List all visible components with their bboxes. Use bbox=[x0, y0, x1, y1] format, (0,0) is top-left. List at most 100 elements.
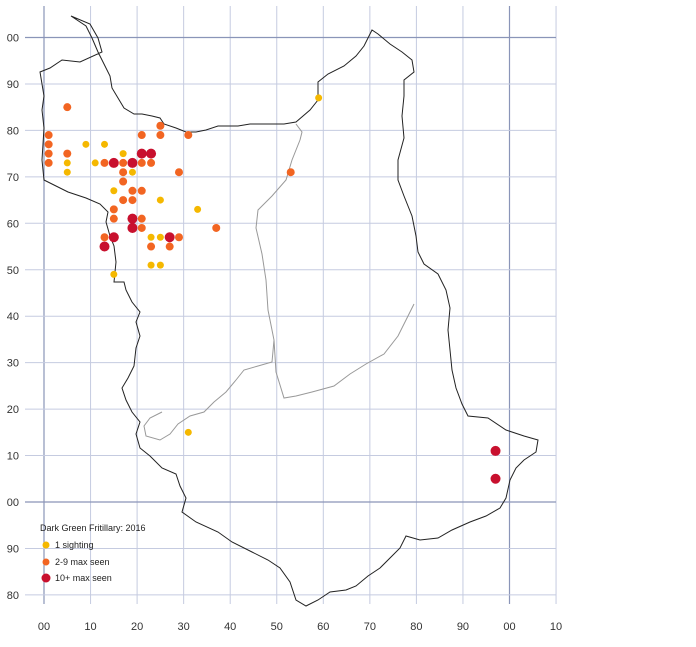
sighting-dot bbox=[212, 223, 221, 232]
y-tick-label: 80 bbox=[7, 125, 19, 137]
sighting-dot bbox=[147, 242, 156, 251]
county-outline bbox=[39, 15, 539, 607]
sighting-dot bbox=[44, 140, 53, 149]
legend-marker-10plus-max-seen bbox=[41, 573, 51, 583]
sighting-dot bbox=[109, 205, 118, 214]
sighting-dot bbox=[156, 196, 164, 204]
legend-label-2-9-max-seen: 2-9 max seen bbox=[55, 557, 110, 567]
sighting-dot bbox=[44, 149, 53, 158]
sighting-dot bbox=[82, 140, 90, 148]
y-tick-label: 20 bbox=[7, 404, 19, 416]
x-tick-label: 60 bbox=[317, 621, 329, 633]
sighting-dot bbox=[174, 233, 183, 242]
sighting-dot bbox=[100, 158, 109, 167]
y-tick-label: 10 bbox=[7, 451, 19, 463]
sighting-dot bbox=[128, 186, 137, 195]
y-tick-label: 60 bbox=[7, 218, 19, 230]
sighting-dot bbox=[286, 168, 295, 177]
sighting-dot bbox=[137, 186, 146, 195]
legend-label-10plus-max-seen: 10+ max seen bbox=[55, 573, 112, 583]
sighting-dot bbox=[490, 445, 501, 456]
y-tick-label: 70 bbox=[7, 172, 19, 184]
y-tick-label: 90 bbox=[7, 543, 19, 555]
sighting-dot bbox=[490, 473, 501, 484]
y-tick-label: 50 bbox=[7, 265, 19, 277]
sighting-dot bbox=[137, 131, 146, 140]
district-boundary-east bbox=[273, 303, 415, 399]
district-boundary bbox=[143, 139, 301, 441]
sighting-dot bbox=[110, 270, 118, 278]
sighting-dot bbox=[63, 103, 72, 112]
sighting-dot bbox=[44, 158, 53, 167]
sighting-dot bbox=[63, 159, 71, 167]
x-tick-label: 90 bbox=[457, 621, 469, 633]
sighting-dot bbox=[147, 261, 155, 269]
y-tick-label: 90 bbox=[7, 79, 19, 91]
sighting-dot bbox=[99, 241, 110, 252]
legend-marker-2-9-max-seen bbox=[42, 558, 50, 566]
sighting-dot bbox=[128, 196, 137, 205]
x-tick-label: 50 bbox=[271, 621, 283, 633]
legend: Dark Green Fritillary: 2016 1 sighting 2… bbox=[40, 523, 146, 583]
x-tick-label: 70 bbox=[364, 621, 376, 633]
sighting-dot bbox=[136, 148, 147, 159]
x-tick-label: 00 bbox=[38, 621, 50, 633]
sighting-dot bbox=[110, 187, 118, 195]
sighting-dot bbox=[91, 159, 99, 167]
legend-title: Dark Green Fritillary: 2016 bbox=[40, 523, 146, 533]
sighting-dot bbox=[109, 214, 118, 223]
sighting-dot bbox=[119, 196, 128, 205]
y-tick-label: 30 bbox=[7, 358, 19, 370]
sighting-dot bbox=[156, 131, 165, 140]
y-tick-label: 00 bbox=[7, 33, 19, 45]
y-tick-label: 80 bbox=[7, 590, 19, 602]
sighting-dot bbox=[119, 150, 127, 158]
sighting-dot bbox=[128, 168, 136, 176]
sighting-dot bbox=[137, 223, 146, 232]
sighting-dot bbox=[127, 213, 138, 224]
map-grid bbox=[25, 6, 557, 604]
sighting-dot bbox=[100, 233, 109, 242]
y-tick-label: 40 bbox=[7, 311, 19, 323]
sighting-dot bbox=[194, 205, 202, 213]
sighting-dot bbox=[119, 177, 128, 186]
sighting-dot bbox=[156, 233, 164, 241]
y-tick-label: 00 bbox=[7, 497, 19, 509]
sighting-dot bbox=[137, 158, 146, 167]
sighting-dot bbox=[101, 140, 109, 148]
x-tick-label: 10 bbox=[550, 621, 562, 633]
sighting-dot bbox=[44, 131, 53, 140]
grid-labels: 00 10 20 30 40 50 60 70 80 90 00 10 00 90 80 70 60 50 40 30… bbox=[7, 33, 562, 634]
sighting-dot bbox=[119, 168, 128, 177]
sighting-dot bbox=[137, 214, 146, 223]
x-tick-label: 80 bbox=[410, 621, 422, 633]
sighting-dot bbox=[184, 131, 193, 140]
sighting-dot bbox=[174, 168, 183, 177]
sighting-dot bbox=[147, 158, 156, 167]
sighting-dot bbox=[147, 233, 155, 241]
district-boundary-north bbox=[295, 123, 303, 141]
x-tick-label: 30 bbox=[178, 621, 190, 633]
sighting-dot bbox=[63, 149, 72, 158]
sighting-dot bbox=[108, 232, 119, 243]
legend-marker-1-sighting bbox=[42, 541, 50, 549]
x-tick-label: 00 bbox=[503, 621, 515, 633]
sighting-dot bbox=[156, 261, 164, 269]
x-tick-label: 20 bbox=[131, 621, 143, 633]
sighting-dot bbox=[165, 242, 174, 251]
sighting-dot bbox=[315, 94, 323, 102]
sighting-dot bbox=[146, 148, 157, 159]
sighting-dot bbox=[127, 157, 138, 168]
sighting-dot bbox=[63, 168, 71, 176]
legend-label-1-sighting: 1 sighting bbox=[55, 540, 94, 550]
sighting-dot bbox=[127, 222, 138, 233]
sighting-dot bbox=[184, 428, 192, 436]
x-tick-label: 10 bbox=[84, 621, 96, 633]
sighting-dot bbox=[119, 158, 128, 167]
x-tick-label: 40 bbox=[224, 621, 236, 633]
sighting-dot bbox=[108, 157, 119, 168]
sighting-dot bbox=[164, 232, 175, 243]
boundary-lines bbox=[39, 15, 539, 607]
sighting-dot bbox=[156, 121, 165, 130]
